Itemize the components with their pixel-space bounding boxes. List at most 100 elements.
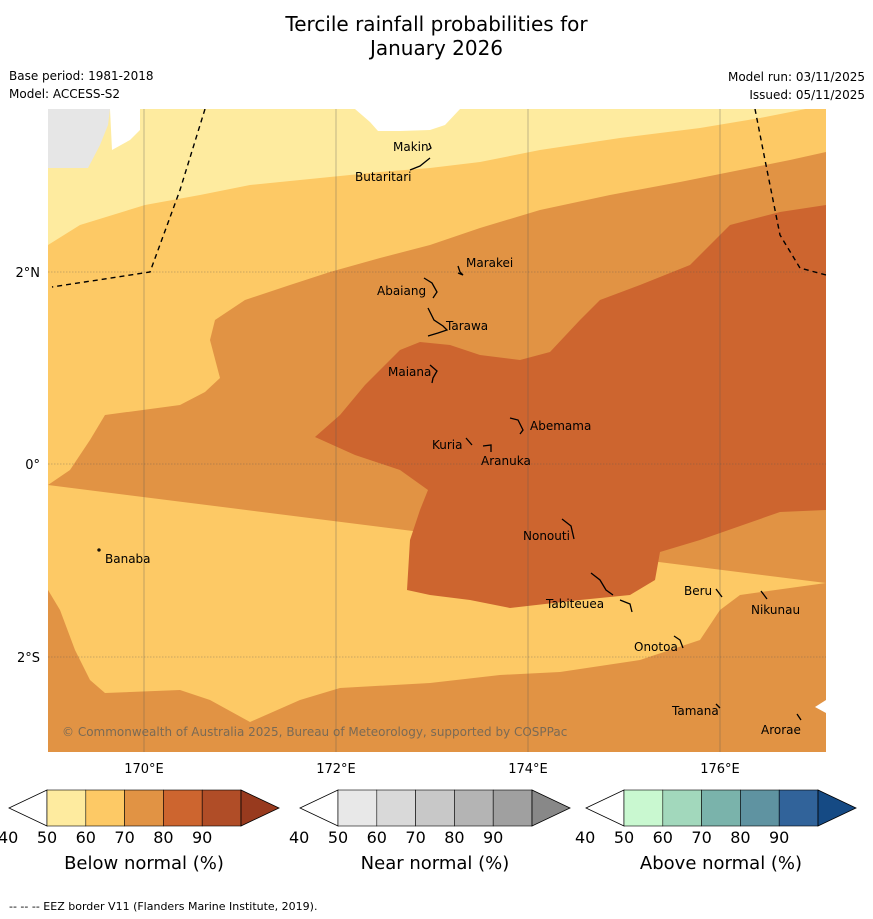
model-name: Model: ACCESS-S2: [9, 87, 121, 101]
label-abemama: Abemama: [530, 419, 591, 433]
map-title: Tercile rainfall probabilities for Janua…: [0, 12, 873, 60]
colorbar-arrow-low: [8, 789, 48, 827]
label-maiana: Maiana: [388, 365, 431, 379]
island-shapes: [97, 142, 802, 721]
island-shape-abaiang: [423, 277, 438, 299]
axis-labels: 170°E 172°E 174°E 176°E 2°N 0° 2°S: [16, 266, 740, 777]
colorbar-tick-label: 50: [613, 828, 635, 847]
colorbar-title-below: Below normal (%): [64, 853, 224, 874]
island-shape-tabiteuea-north: [590, 572, 614, 596]
colorbar-tick-label: 50: [36, 828, 58, 847]
land-mask-left: [48, 109, 110, 168]
lat-label-2n: 2°N: [16, 266, 41, 281]
colorbar-segment: [337, 789, 378, 827]
island-shape-butaritari: [409, 157, 431, 171]
island-labels: Makin Butaritari Marakei Abaiang Tarawa …: [105, 140, 801, 737]
label-onotoa: Onotoa: [634, 640, 678, 654]
colorbar-tick-label: 70: [405, 828, 426, 847]
island-shape-onotoa: [673, 635, 684, 649]
label-aranuka: Aranuka: [481, 454, 531, 468]
colorbar-arrow-high: [240, 789, 280, 827]
lon-label-170e: 170°E: [124, 762, 164, 777]
eez-borders: [51, 109, 826, 288]
island-shape-arorae: [796, 713, 802, 721]
island-shape-marakei: [457, 265, 464, 276]
lon-label-174e: 174°E: [508, 762, 548, 777]
colorbar-tick-label: 40: [0, 828, 19, 847]
base-period: Base period: 1981-2018: [9, 69, 154, 83]
colorbar-segment: [124, 789, 164, 827]
colorbar-title-above: Above normal (%): [639, 853, 803, 874]
colorbar-tick-label: 60: [75, 828, 96, 847]
island-shape-abemama: [509, 417, 524, 435]
colorbar-arrow-high: [531, 789, 571, 827]
colorbar-arrow-low: [299, 789, 339, 827]
rainfall-map: Makin Butaritari Marakei Abaiang Tarawa …: [16, 109, 826, 777]
colorbar-arrow-low: [585, 789, 625, 827]
colorbar-tick-label: 70: [691, 828, 712, 847]
label-banaba: Banaba: [105, 552, 151, 566]
label-tamana: Tamana: [671, 704, 719, 718]
colorbar-tick-label: 90: [192, 828, 213, 847]
region-below-80: [315, 205, 826, 608]
island-shape-banaba: [97, 548, 101, 552]
colorbar-tick-label: 60: [652, 828, 673, 847]
colorbar-segment: [701, 789, 741, 827]
colorbar-arrow-high: [817, 789, 857, 827]
coast-patch-top-mid: [355, 109, 460, 131]
colorbar-title-near: Near normal (%): [360, 853, 510, 874]
island-shape-tabiteuea-south: [619, 599, 633, 613]
eez-border-east: [754, 109, 826, 276]
lat-label-2s: 2°S: [17, 651, 40, 666]
colorbar-segment: [415, 789, 455, 827]
colorbar-tick-label: 80: [444, 828, 465, 847]
map-plot-area: Makin Butaritari Marakei Abaiang Tarawa …: [48, 109, 826, 752]
label-abaiang: Abaiang: [377, 284, 426, 298]
copyright-notice: © Commonwealth of Australia 2025, Bureau…: [62, 725, 567, 739]
label-marakei: Marakei: [466, 256, 513, 270]
island-shape-tarawa: [427, 307, 449, 337]
colorbar-above-normal: [585, 789, 857, 827]
title-line-1: Tercile rainfall probabilities for: [285, 12, 588, 36]
lon-label-172e: 172°E: [316, 762, 356, 777]
issued-date: Issued: 05/11/2025: [749, 88, 865, 102]
graticule: [48, 109, 826, 752]
title-line-2: January 2026: [369, 36, 504, 60]
colorbar-segment: [778, 789, 819, 827]
coast-patch-right: [815, 700, 826, 713]
model-run-date: Model run: 03/11/2025: [727, 70, 865, 84]
lon-label-176e: 176°E: [700, 762, 740, 777]
colorbar-tick-label: 40: [575, 828, 596, 847]
island-shape-nikunau: [760, 590, 768, 600]
colorbars: [8, 789, 857, 827]
eez-border-west: [51, 109, 206, 288]
colorbar-segment: [492, 789, 533, 827]
colorbar-tick-label: 40: [289, 828, 310, 847]
island-shape-maiana: [429, 364, 438, 384]
island-shape-nonouti: [561, 518, 575, 540]
island-shape-beru: [715, 588, 723, 598]
label-nikunau: Nikunau: [751, 603, 800, 617]
colorbar-segment: [454, 789, 494, 827]
label-butaritari: Butaritari: [355, 170, 412, 184]
colorbar-segment: [201, 789, 242, 827]
colorbar-below-normal: [8, 789, 280, 827]
colorbar-tick-label: 50: [327, 828, 349, 847]
colorbar-tick-label: 60: [366, 828, 387, 847]
label-kuria: Kuria: [432, 438, 463, 452]
coast-patch-top-left: [110, 109, 140, 150]
colorbar-segment: [376, 789, 416, 827]
island-shape-tamana: [715, 703, 721, 709]
colorbar-segment: [662, 789, 702, 827]
colorbar-segment: [623, 789, 664, 827]
lat-label-0: 0°: [25, 458, 40, 473]
label-nonouti: Nonouti: [523, 529, 570, 543]
colorbar-near-normal: [299, 789, 571, 827]
label-tarawa: Tarawa: [445, 319, 488, 333]
label-tabiteuea: Tabiteuea: [545, 597, 604, 611]
colorbar-segment: [163, 789, 203, 827]
colorbar-tick-label: 70: [114, 828, 135, 847]
island-shape-aranuka: [482, 444, 492, 452]
label-beru: Beru: [684, 584, 712, 598]
colorbar-segment: [85, 789, 125, 827]
